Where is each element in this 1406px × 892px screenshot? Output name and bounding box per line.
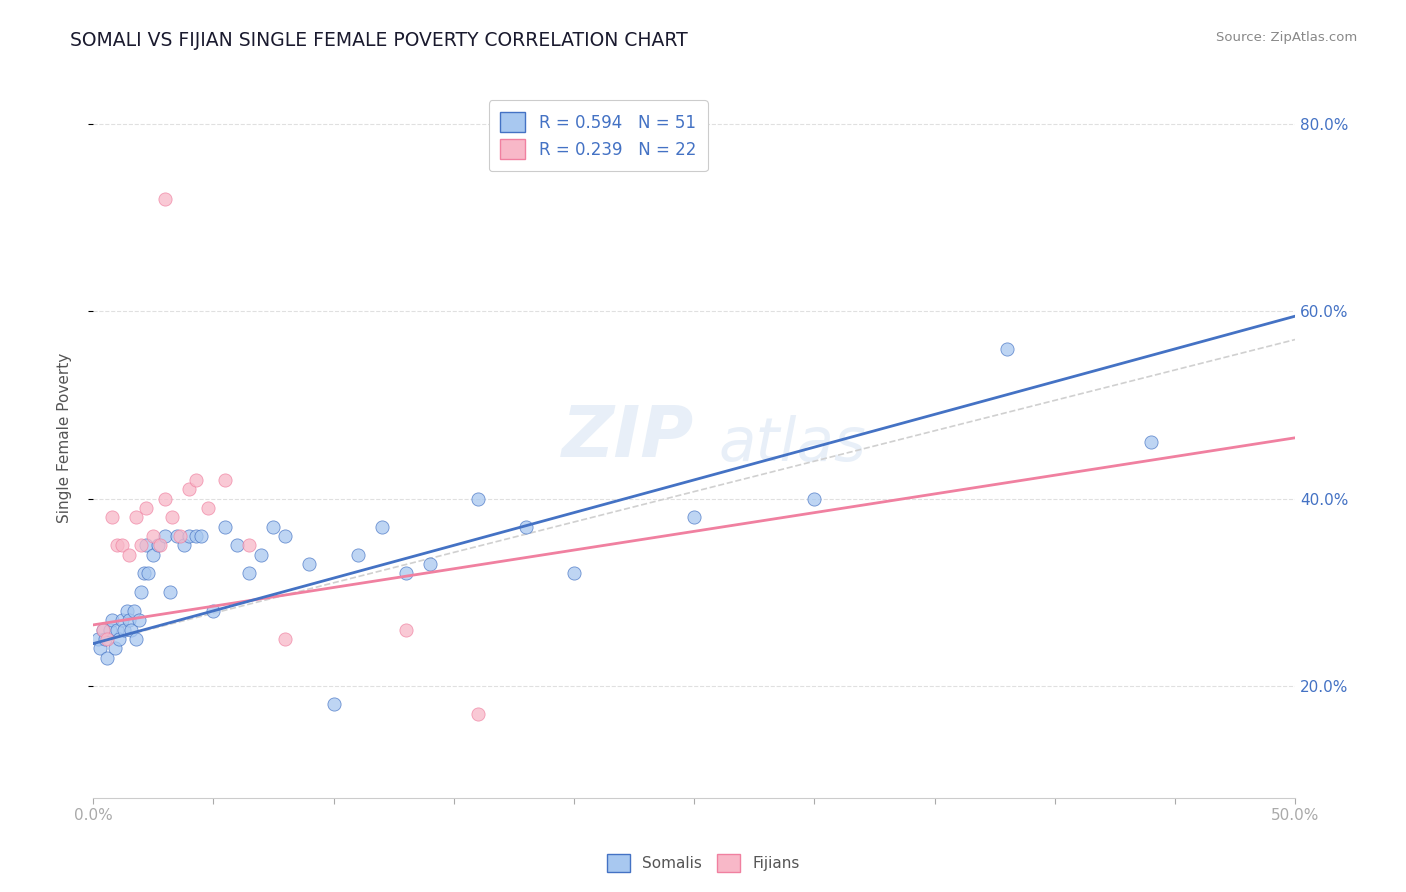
- Point: [142, 548, 165, 562]
- Point: [153, 529, 176, 543]
- Point: [370, 519, 392, 533]
- Point: [135, 500, 157, 515]
- Point: [122, 604, 145, 618]
- Point: [136, 566, 159, 581]
- Y-axis label: Single Female Poverty: Single Female Poverty: [58, 352, 72, 523]
- Text: ZIP: ZIP: [562, 403, 695, 472]
- Point: [121, 623, 143, 637]
- Point: [683, 510, 706, 524]
- Point: [562, 566, 585, 581]
- Point: [226, 538, 249, 552]
- Point: [118, 548, 141, 562]
- Point: [467, 491, 489, 506]
- Point: [995, 342, 1018, 356]
- Point: [153, 192, 176, 206]
- Point: [274, 529, 297, 543]
- Point: [346, 548, 368, 562]
- Point: [298, 557, 321, 571]
- Legend: Somalis, Fijians: Somalis, Fijians: [599, 846, 807, 880]
- Point: [96, 632, 118, 646]
- Point: [197, 500, 219, 515]
- Point: [169, 529, 191, 543]
- Point: [162, 510, 184, 524]
- Point: [89, 641, 111, 656]
- Point: [115, 604, 138, 618]
- Point: [186, 529, 208, 543]
- Point: [87, 632, 110, 646]
- Point: [214, 519, 236, 533]
- Point: [202, 604, 225, 618]
- Point: [125, 632, 148, 646]
- Point: [262, 519, 284, 533]
- Text: Source: ZipAtlas.com: Source: ZipAtlas.com: [1216, 31, 1357, 45]
- Point: [179, 482, 201, 496]
- Point: [1140, 435, 1163, 450]
- Point: [104, 641, 127, 656]
- Point: [395, 623, 418, 637]
- Point: [132, 566, 155, 581]
- Point: [186, 473, 208, 487]
- Point: [101, 613, 124, 627]
- Point: [98, 623, 121, 637]
- Point: [179, 529, 201, 543]
- Point: [214, 473, 236, 487]
- Point: [96, 650, 118, 665]
- Point: [91, 623, 114, 637]
- Point: [515, 519, 537, 533]
- Point: [153, 491, 176, 506]
- Point: [238, 538, 260, 552]
- Point: [111, 538, 134, 552]
- Point: [803, 491, 825, 506]
- Point: [135, 538, 157, 552]
- Point: [94, 632, 117, 646]
- Point: [395, 566, 418, 581]
- Point: [128, 613, 150, 627]
- Point: [112, 623, 135, 637]
- Point: [322, 698, 344, 712]
- Point: [419, 557, 441, 571]
- Point: [111, 613, 134, 627]
- Point: [129, 585, 152, 599]
- Point: [101, 510, 124, 524]
- Point: [108, 632, 131, 646]
- Point: [190, 529, 212, 543]
- Point: [146, 538, 169, 552]
- Point: [159, 585, 181, 599]
- Point: [166, 529, 188, 543]
- Point: [149, 538, 172, 552]
- Point: [105, 538, 128, 552]
- Point: [118, 613, 141, 627]
- Point: [238, 566, 260, 581]
- Point: [91, 623, 114, 637]
- Legend: R = 0.594   N = 51, R = 0.239   N = 22: R = 0.594 N = 51, R = 0.239 N = 22: [488, 100, 707, 171]
- Point: [142, 529, 165, 543]
- Point: [105, 623, 128, 637]
- Point: [274, 632, 297, 646]
- Point: [129, 538, 152, 552]
- Point: [250, 548, 273, 562]
- Point: [467, 706, 489, 721]
- Point: [125, 510, 148, 524]
- Text: atlas: atlas: [718, 416, 866, 475]
- Text: SOMALI VS FIJIAN SINGLE FEMALE POVERTY CORRELATION CHART: SOMALI VS FIJIAN SINGLE FEMALE POVERTY C…: [70, 31, 688, 50]
- Point: [173, 538, 195, 552]
